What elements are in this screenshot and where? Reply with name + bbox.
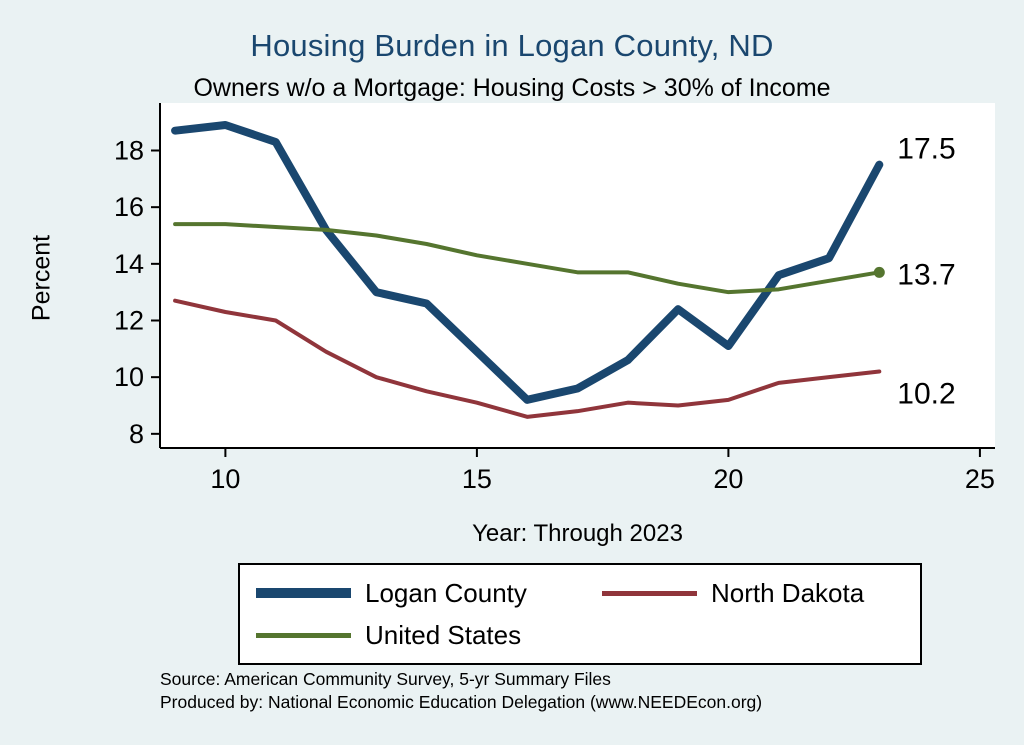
y-tick-label: 14 bbox=[114, 249, 144, 279]
y-tick-label: 16 bbox=[114, 192, 144, 222]
x-tick-label: 25 bbox=[965, 464, 995, 494]
logan-county-end-label: 17.5 bbox=[897, 133, 955, 166]
chart-subtitle: Owners w/o a Mortgage: Housing Costs > 3… bbox=[193, 74, 831, 102]
legend-item-north-dakota: North Dakota bbox=[602, 577, 904, 609]
x-tick-label: 20 bbox=[713, 464, 743, 494]
chart-title: Housing Burden in Logan County, ND bbox=[250, 28, 774, 63]
produced-by-line: Produced by: National Economic Education… bbox=[160, 691, 763, 712]
y-tick-label: 10 bbox=[114, 362, 144, 392]
legend-swatch-logan-county bbox=[256, 588, 351, 598]
legend-label: Logan County bbox=[365, 577, 527, 608]
legend-swatch-north-dakota bbox=[602, 590, 697, 596]
united-states-line bbox=[173, 222, 882, 295]
source-note: Source: American Community Survey, 5-yr … bbox=[160, 668, 762, 714]
legend-label: United States bbox=[365, 619, 522, 650]
legend-swatch-united-states bbox=[256, 632, 351, 638]
x-tick-label: 15 bbox=[462, 464, 492, 494]
x-tick-label: 10 bbox=[210, 464, 240, 494]
legend-item-united-states: United States bbox=[256, 619, 596, 651]
logan-county-line bbox=[171, 121, 884, 404]
y-tick-label: 18 bbox=[114, 136, 144, 166]
chart-legend: Logan County North Dakota United States bbox=[238, 563, 922, 665]
legend-item-logan-county: Logan County bbox=[256, 577, 596, 609]
united-states-end-marker bbox=[873, 266, 885, 278]
north-dakota-line bbox=[173, 298, 882, 419]
chart-canvas: 8 10 12 14 16 18 10 15 20 25 17.5 10.2 13.7 bbox=[114, 103, 995, 494]
x-axis-title: Year: Through 2023 bbox=[472, 520, 683, 547]
north-dakota-end-label: 10.2 bbox=[897, 378, 955, 411]
y-tick-label: 8 bbox=[129, 419, 144, 449]
source-line: Source: American Community Survey, 5-yr … bbox=[160, 669, 611, 689]
y-tick-label: 12 bbox=[114, 306, 144, 336]
legend-label: North Dakota bbox=[711, 577, 865, 608]
united-states-end-label: 13.7 bbox=[897, 258, 955, 291]
